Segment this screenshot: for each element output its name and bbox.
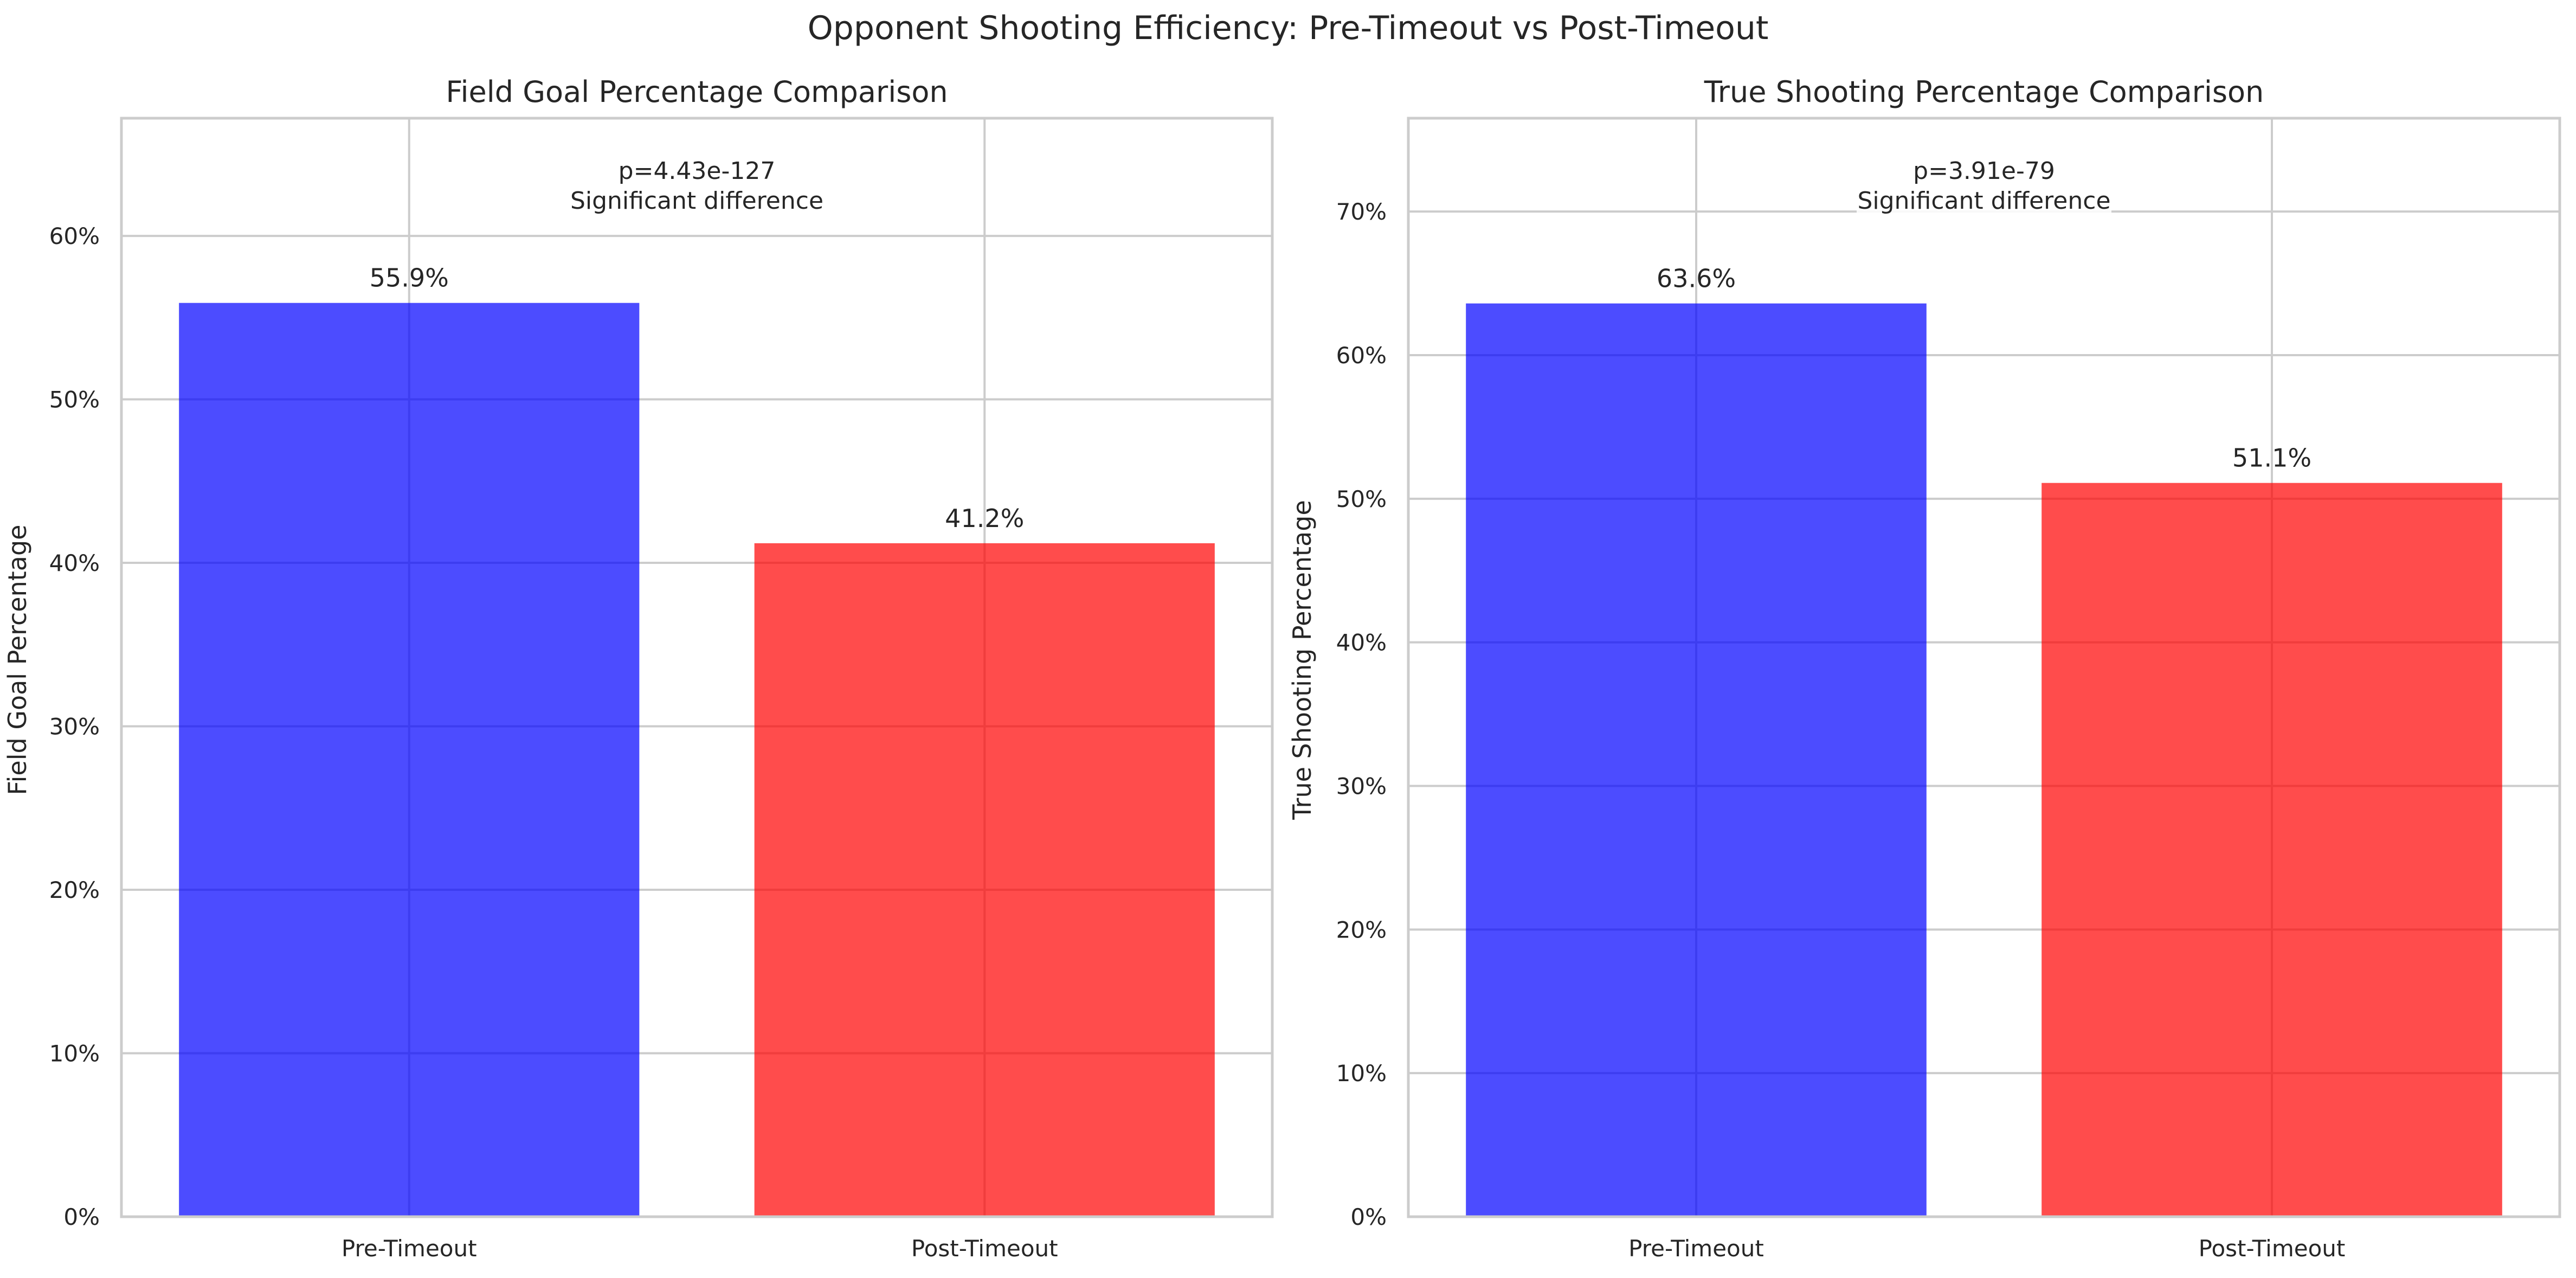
- significance-text: Significant difference: [1857, 187, 2110, 215]
- y-tick-label: 20%: [1336, 916, 1387, 943]
- p-value-text: p=4.43e-127: [619, 157, 776, 185]
- y-tick-label: 30%: [1336, 773, 1387, 799]
- data-label: 51.1%: [2232, 444, 2311, 473]
- data-label: 63.6%: [1657, 264, 1736, 293]
- fg-percentage-panel: 55.9% 41.2% 0% 10% 20% 30% 40% 50% 60% Pre-Timeou…: [3, 75, 1274, 1262]
- y-tick-label: 0%: [1350, 1204, 1387, 1230]
- x-tick-label: Post-Timeout: [911, 1235, 1058, 1262]
- annotation-box: [1857, 151, 2111, 220]
- y-tick-label: 40%: [49, 550, 100, 576]
- y-tick-label: 10%: [1336, 1060, 1387, 1087]
- bar-pre-timeout: [1466, 303, 1927, 1217]
- annotation-box: [569, 151, 825, 220]
- bar-pre-timeout: [179, 303, 640, 1217]
- significance-text: Significant difference: [570, 187, 823, 215]
- y-tick-label: 20%: [49, 877, 100, 903]
- y-tick-label: 60%: [49, 223, 100, 249]
- bar-post-timeout: [754, 543, 1215, 1217]
- y-tick-label: 40%: [1336, 630, 1387, 656]
- p-value-text: p=3.91e-79: [1913, 157, 2055, 185]
- y-tick-label: 60%: [1336, 342, 1387, 369]
- figure-title: Opponent Shooting Efficiency: Pre-Timeou…: [808, 9, 1769, 47]
- ts-percentage-panel: 63.6% 51.1% 0% 10% 20% 30% 40% 50% 60% 70% Pre-Tim…: [1287, 75, 2561, 1262]
- x-tick-label: Pre-Timeout: [1628, 1235, 1764, 1262]
- x-tick-label: Post-Timeout: [2199, 1235, 2346, 1262]
- y-tick-label: 10%: [49, 1041, 100, 1067]
- data-label: 55.9%: [370, 264, 449, 293]
- axes-frame: [120, 117, 1274, 1218]
- y-tick-label: 70%: [1336, 198, 1387, 225]
- y-tick-label: 50%: [1336, 486, 1387, 512]
- panel-title: Field Goal Percentage Comparison: [446, 75, 948, 109]
- bar-post-timeout: [2042, 483, 2502, 1217]
- axes-frame: [1407, 117, 2561, 1218]
- y-tick-label: 30%: [49, 714, 100, 740]
- y-axis-label: True Shooting Percentage: [1287, 500, 1317, 820]
- x-tick-label: Pre-Timeout: [342, 1235, 477, 1262]
- y-tick-label: 0%: [63, 1204, 100, 1230]
- data-label: 41.2%: [945, 504, 1024, 533]
- y-tick-label: 50%: [49, 387, 100, 413]
- y-axis-label: Field Goal Percentage: [3, 525, 32, 795]
- panel-title: True Shooting Percentage Comparison: [1704, 75, 2264, 109]
